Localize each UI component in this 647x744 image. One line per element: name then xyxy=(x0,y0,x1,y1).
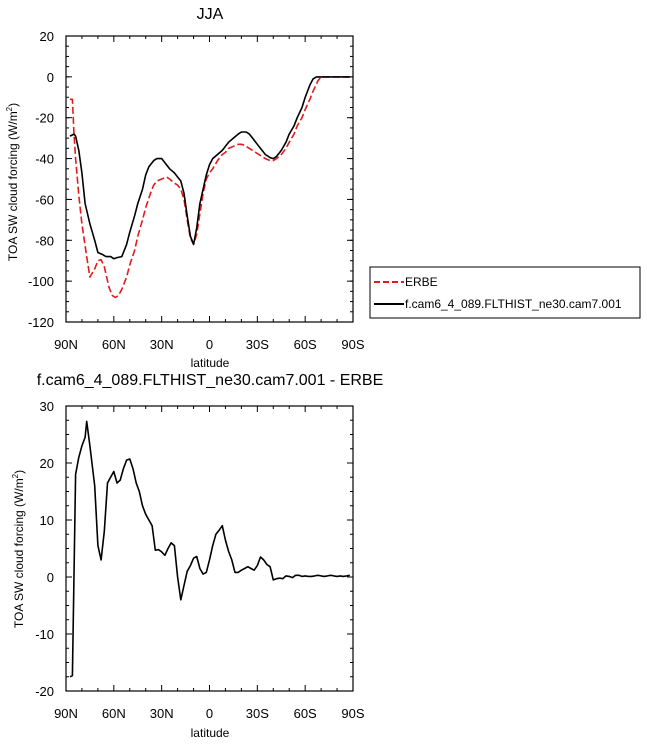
top-x-tick-label: 30N xyxy=(150,337,174,352)
bottom-plot-frame xyxy=(65,405,354,692)
top-x-axis-label: latitude xyxy=(191,356,230,370)
bottom-x-tick-label: 0 xyxy=(206,706,213,721)
top-x-tick-label: 90S xyxy=(341,337,364,352)
top-x-tick-label: 60S xyxy=(294,337,317,352)
top-y-tick-label: -120 xyxy=(28,315,54,330)
top-y-tick-label: -100 xyxy=(28,274,54,289)
bottom-panel: f.cam6_4_089.FLTHIST_ne30.cam7.001 - ERB… xyxy=(11,372,383,740)
bottom-y-tick-label: -20 xyxy=(35,684,54,699)
top-y-axis-label: TOA SW cloud forcing (W/m2) xyxy=(5,103,20,261)
top-x-tick-label: 30S xyxy=(246,337,269,352)
legend: ERBE f.cam6_4_089.FLTHIST_ne30.cam7.001 xyxy=(369,266,641,319)
top-y-tick-label: 0 xyxy=(47,70,54,85)
legend-model-label: f.cam6_4_089.FLTHIST_ne30.cam7.001 xyxy=(405,297,622,311)
top-y-tick-label: -80 xyxy=(35,233,54,248)
bottom-y-tick-label: 30 xyxy=(40,399,54,414)
top-y-tick-label: -60 xyxy=(35,192,54,207)
bottom-x-tick-label: 90N xyxy=(54,706,78,721)
bottom-series-line-0 xyxy=(69,420,350,678)
bottom-y-tick-label: 20 xyxy=(40,456,54,471)
top-x-tick-label: 60N xyxy=(102,337,126,352)
bottom-x-tick-label: 60N xyxy=(102,706,126,721)
legend-box xyxy=(369,266,641,319)
top-x-tick-label: 90N xyxy=(54,337,78,352)
bottom-y-tick-label: -10 xyxy=(35,627,54,642)
bottom-x-tick-label: 30N xyxy=(150,706,174,721)
top-y-tick-label: -20 xyxy=(35,111,54,126)
bottom-x-tick-label: 90S xyxy=(341,706,364,721)
top-chart-title: JJA xyxy=(197,6,224,23)
bottom-x-axis-label: latitude xyxy=(191,726,230,740)
top-series-line-1 xyxy=(69,76,350,260)
top-plot-frame xyxy=(65,35,354,323)
top-series-line-0 xyxy=(70,76,350,299)
bottom-y-tick-label: 0 xyxy=(47,570,54,585)
top-x-tick-label: 0 xyxy=(206,337,213,352)
legend-erbe-label: ERBE xyxy=(405,275,438,289)
top-y-tick-label: 20 xyxy=(40,29,54,44)
top-y-tick-label: -40 xyxy=(35,152,54,167)
bottom-x-tick-label: 30S xyxy=(246,706,269,721)
bottom-y-axis-label: TOA SW cloud forcing (W/m2) xyxy=(11,470,26,628)
bottom-x-tick-label: 60S xyxy=(294,706,317,721)
top-panel: JJA latitude TOA SW cloud forcing (W/m2)… xyxy=(5,6,365,370)
bottom-chart-title: f.cam6_4_089.FLTHIST_ne30.cam7.001 - ERB… xyxy=(37,372,384,389)
bottom-y-tick-label: 10 xyxy=(40,513,54,528)
